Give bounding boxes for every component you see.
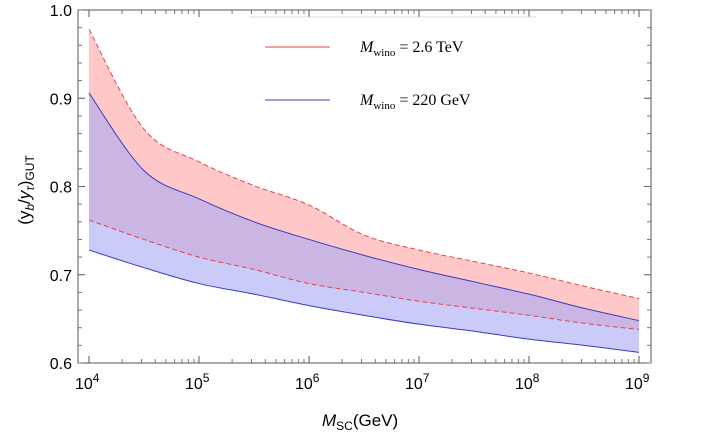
band-lines bbox=[88, 29, 640, 353]
x-tick-label: 108 bbox=[515, 371, 540, 393]
x-tick-label: 109 bbox=[625, 371, 650, 393]
x-tick-label: 104 bbox=[75, 371, 100, 393]
x-tick-label: 106 bbox=[295, 371, 320, 393]
x-tick-label: 107 bbox=[405, 371, 430, 393]
y-tick-label: 1.0 bbox=[50, 3, 72, 20]
y-tick-label: 0.9 bbox=[50, 91, 72, 108]
y-tick-label: 0.8 bbox=[50, 180, 72, 197]
legend: Mwino = 2.6 TeV Mwino = 220 GeV bbox=[250, 16, 536, 112]
band-line-series-0-lower bbox=[88, 219, 640, 330]
band-fills bbox=[89, 29, 639, 353]
band-line-series-1-upper bbox=[88, 92, 640, 322]
x-axis-title: MSC(GeV) bbox=[322, 411, 398, 433]
legend-label-2-6-tev: Mwino = 2.6 TeV bbox=[359, 39, 464, 59]
y-axis-title: (yb/yτ)GUT bbox=[15, 155, 37, 225]
band-line-series-0-upper bbox=[88, 29, 640, 300]
y-axis-ticks: 0.6 0.7 0.8 0.9 1.0 bbox=[50, 3, 651, 373]
band-area-series-1 bbox=[89, 92, 639, 353]
y-tick-label: 0.7 bbox=[50, 268, 72, 285]
x-axis-ticks: 104 105 106 107 108 109 bbox=[75, 10, 650, 393]
legend-label-220-gev: Mwino = 220 GeV bbox=[359, 92, 471, 112]
y-tick-label: 0.6 bbox=[50, 356, 72, 373]
x-tick-label: 105 bbox=[185, 371, 210, 393]
band-line-series-1-lower bbox=[88, 249, 640, 353]
